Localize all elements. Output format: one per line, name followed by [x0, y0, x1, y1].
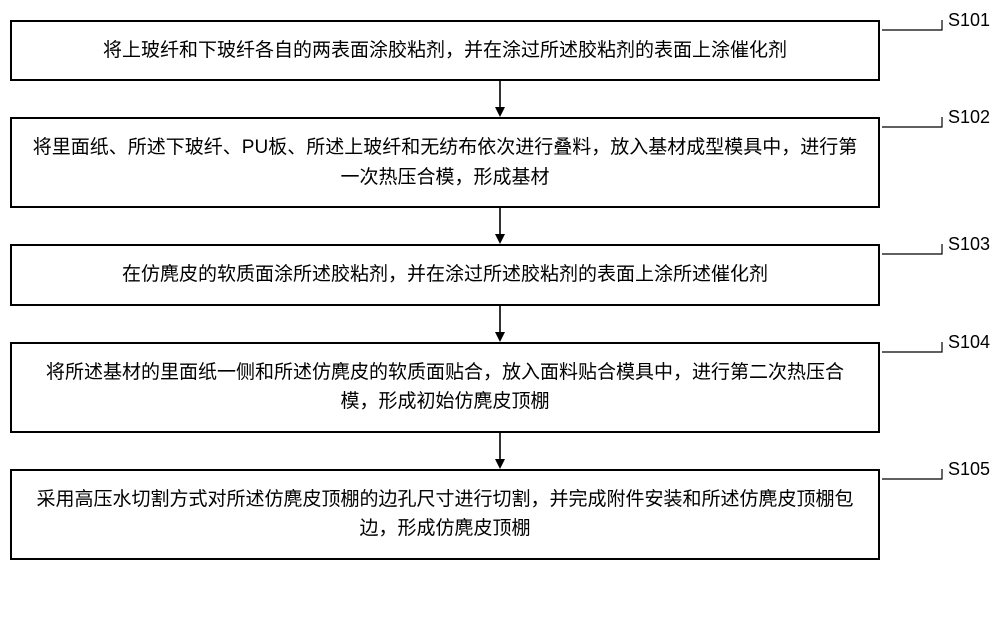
flow-step-box-s102: 将里面纸、所述下玻纤、PU板、所述上玻纤和无纺布依次进行叠料，放入基材成型模具中…	[10, 117, 880, 208]
flow-step-box-s103: 在仿麂皮的软质面涂所述胶粘剂，并在涂过所述胶粘剂的表面上涂所述催化剂	[10, 244, 880, 305]
flow-step-text: 将上玻纤和下玻纤各自的两表面涂胶粘剂，并在涂过所述胶粘剂的表面上涂催化剂	[103, 36, 787, 65]
flow-step-row: 在仿麂皮的软质面涂所述胶粘剂，并在涂过所述胶粘剂的表面上涂所述催化剂 S103	[10, 244, 990, 305]
flowchart-container: 将上玻纤和下玻纤各自的两表面涂胶粘剂，并在涂过所述胶粘剂的表面上涂催化剂 S10…	[10, 20, 990, 560]
label-leader-line	[882, 115, 952, 129]
flow-step-row: 将里面纸、所述下玻纤、PU板、所述上玻纤和无纺布依次进行叠料，放入基材成型模具中…	[10, 117, 990, 208]
flow-step-box-s104: 将所述基材的里面纸一侧和所述仿麂皮的软质面贴合，放入面料贴合模具中，进行第二次热…	[10, 342, 880, 433]
label-leader-line	[882, 18, 952, 32]
flow-step-row: 采用高压水切割方式对所述仿麂皮顶棚的边孔尺寸进行切割，并完成附件安装和所述仿麂皮…	[10, 469, 990, 560]
label-leader-line	[882, 467, 952, 481]
flow-step-label: S103	[948, 234, 990, 255]
flow-step-text: 在仿麂皮的软质面涂所述胶粘剂，并在涂过所述胶粘剂的表面上涂所述催化剂	[122, 260, 768, 289]
flow-arrow	[65, 433, 935, 469]
label-leader-line	[882, 340, 952, 354]
flow-step-text: 将所述基材的里面纸一侧和所述仿麂皮的软质面贴合，放入面料贴合模具中，进行第二次热…	[28, 358, 862, 417]
flow-step-row: 将上玻纤和下玻纤各自的两表面涂胶粘剂，并在涂过所述胶粘剂的表面上涂催化剂 S10…	[10, 20, 990, 81]
flow-step-text: 将里面纸、所述下玻纤、PU板、所述上玻纤和无纺布依次进行叠料，放入基材成型模具中…	[28, 133, 862, 192]
flow-step-box-s105: 采用高压水切割方式对所述仿麂皮顶棚的边孔尺寸进行切割，并完成附件安装和所述仿麂皮…	[10, 469, 880, 560]
flow-step-label: S105	[948, 459, 990, 480]
label-leader-line	[882, 242, 952, 256]
flow-step-row: 将所述基材的里面纸一侧和所述仿麂皮的软质面贴合，放入面料贴合模具中，进行第二次热…	[10, 342, 990, 433]
flow-step-label: S102	[948, 107, 990, 128]
flow-step-text: 采用高压水切割方式对所述仿麂皮顶棚的边孔尺寸进行切割，并完成附件安装和所述仿麂皮…	[28, 485, 862, 544]
flow-step-box-s101: 将上玻纤和下玻纤各自的两表面涂胶粘剂，并在涂过所述胶粘剂的表面上涂催化剂	[10, 20, 880, 81]
flow-step-label: S101	[948, 10, 990, 31]
flow-arrow	[65, 306, 935, 342]
flow-step-label: S104	[948, 332, 990, 353]
flow-arrow	[65, 81, 935, 117]
flow-arrow	[65, 208, 935, 244]
